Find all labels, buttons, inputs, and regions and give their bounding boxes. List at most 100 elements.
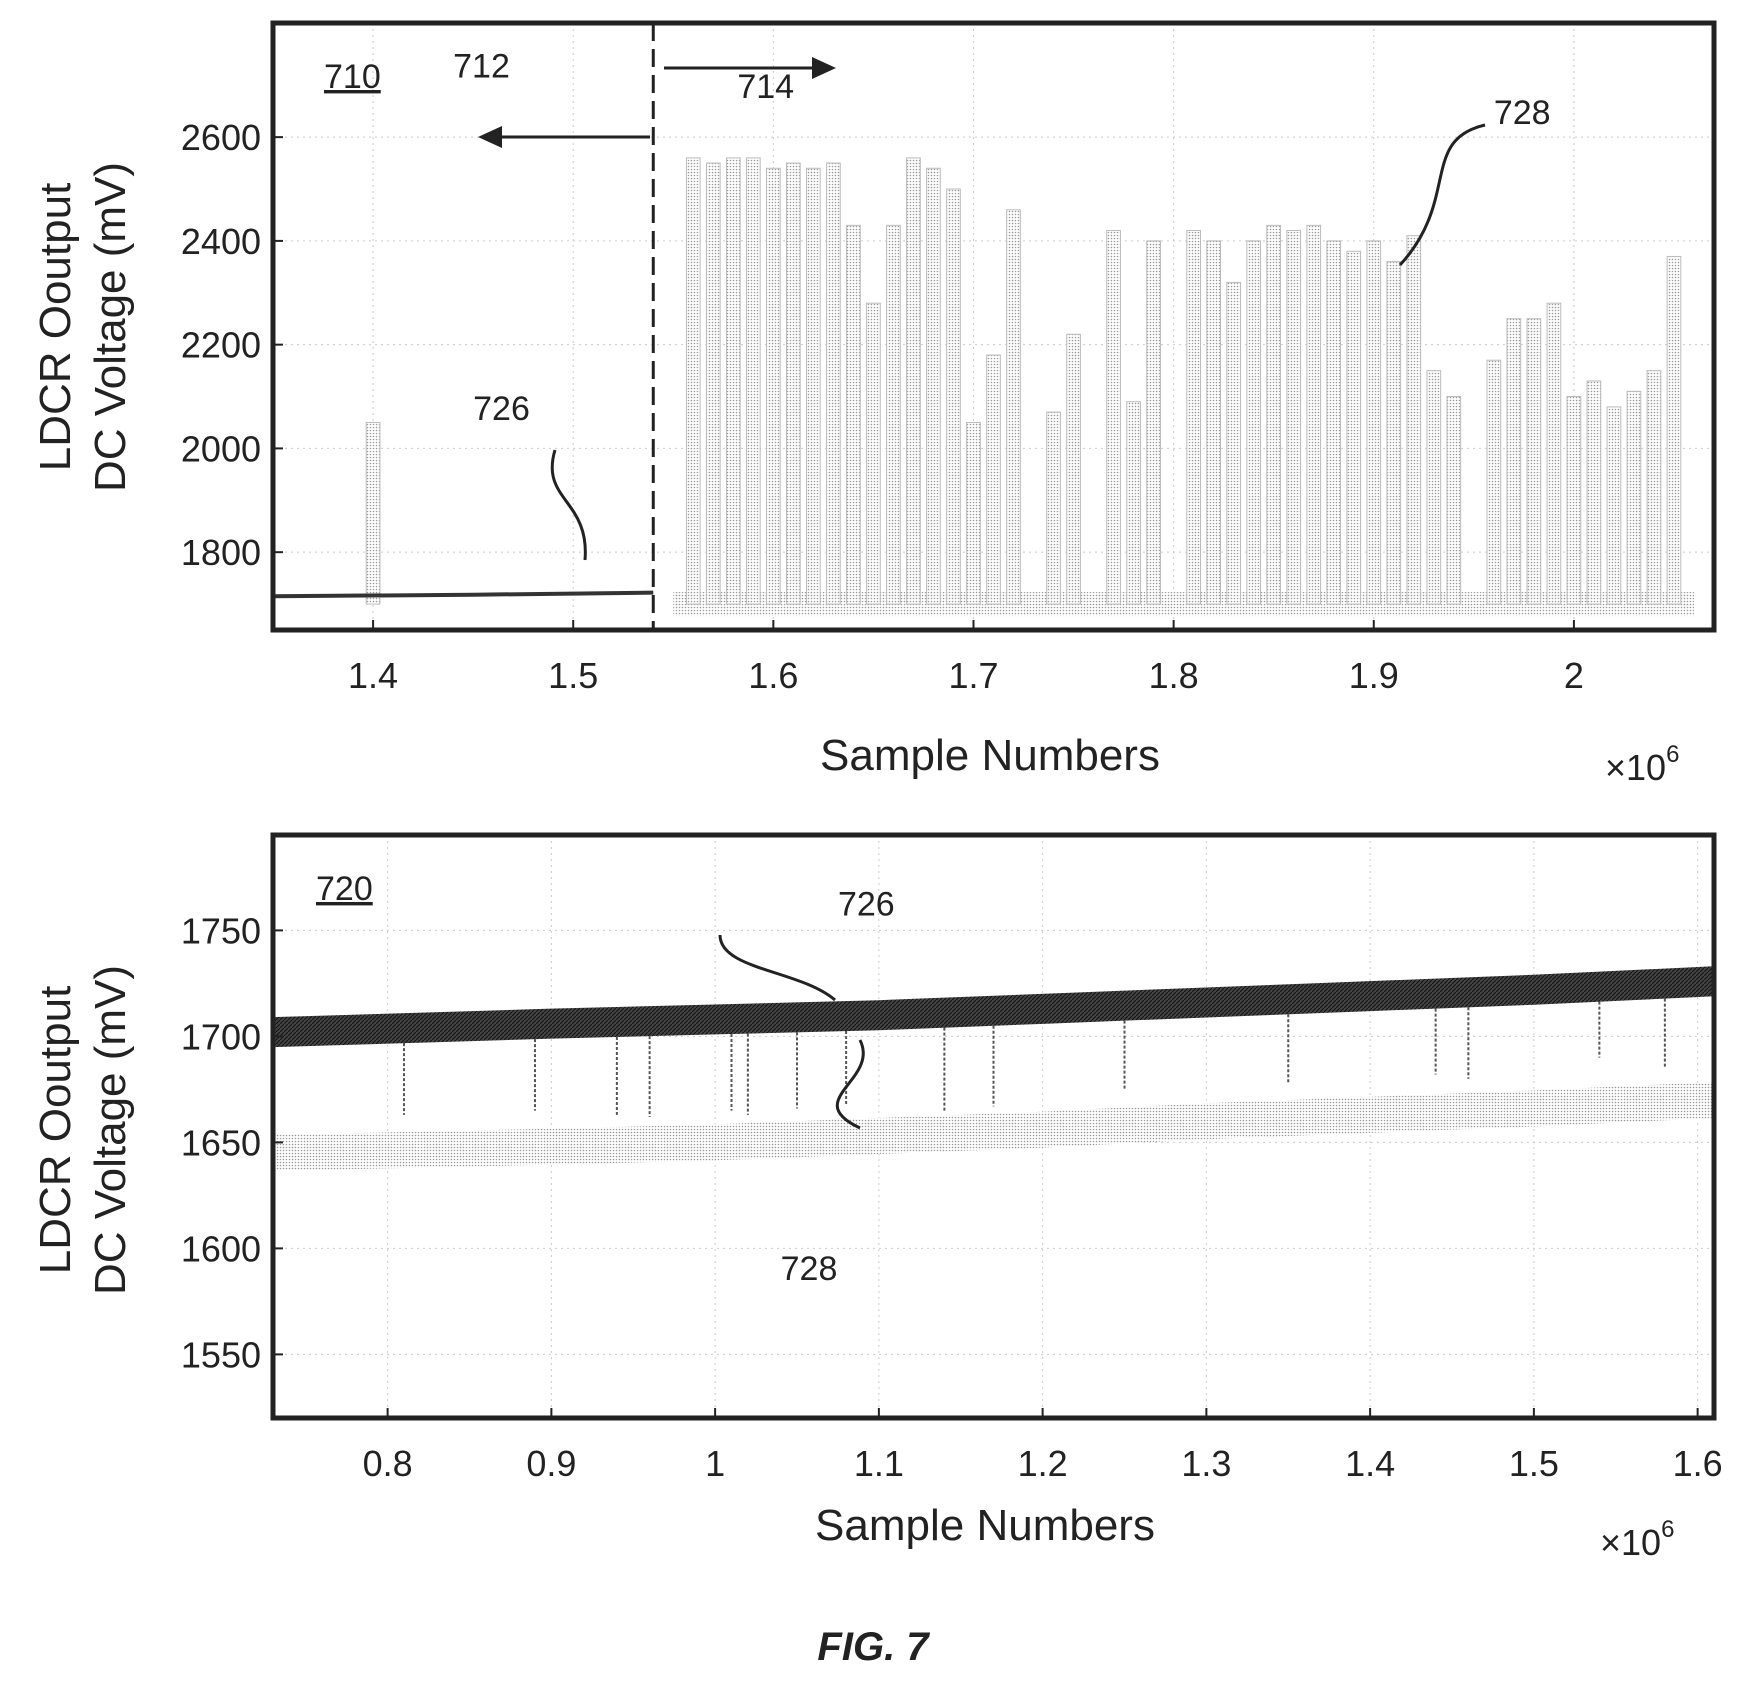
x-tick-label: 1.6 — [1673, 1443, 1723, 1484]
series-728-spike — [826, 162, 841, 605]
x-tick-label: 1.8 — [1149, 655, 1199, 696]
series-728-spike — [986, 354, 1001, 605]
panel-710-label: 710 — [324, 58, 381, 96]
series-728-spike — [1526, 318, 1542, 605]
series-728-spike — [1346, 250, 1362, 605]
series-728-spike — [1146, 240, 1161, 605]
series-728-spike — [1606, 406, 1622, 605]
series-728-spike — [1446, 396, 1462, 605]
series-728-spike — [1406, 235, 1422, 605]
series-728-spike — [1586, 380, 1602, 605]
series-728-spike — [1326, 240, 1342, 605]
series-728-spike — [1286, 230, 1302, 605]
panel-710-arrows — [478, 57, 836, 148]
series-728-spike — [1066, 333, 1081, 605]
annotation-714: 714 — [737, 68, 794, 106]
panel-710-annotations: 712 714 726 728 — [453, 47, 1550, 427]
series-728-spike — [1046, 411, 1061, 605]
y-tick-label: 1600 — [181, 1228, 261, 1269]
panel-720-x-ticks: 0.8 0.9 1 1.1 1.2 1.3 1.4 1.5 1.6 — [363, 1408, 1723, 1484]
series-728-spike — [946, 188, 961, 605]
y-tick-label: 1550 — [181, 1334, 261, 1375]
panel-720: 0.8 0.9 1 1.1 1.2 1.3 1.4 1.5 1.6 1550 1600 1650 17… — [31, 832, 1723, 1563]
series-728-spike — [766, 167, 781, 605]
series-728-spike — [1546, 302, 1562, 605]
arrow-712-head — [478, 126, 502, 148]
series-728-spike — [1386, 261, 1402, 605]
panel-710-y-ticks: 1800 2000 2200 2400 2600 — [181, 117, 283, 573]
series-728-spike — [906, 157, 921, 605]
series-728-spike — [886, 224, 901, 605]
x-tick-label: 1.7 — [948, 655, 998, 696]
series-726-spikes — [403, 983, 1666, 1117]
panel-720-data — [272, 966, 1715, 1171]
series-728-spike — [1506, 318, 1522, 605]
series-728-spike — [1126, 401, 1141, 605]
series-728-spike — [926, 167, 941, 605]
series-728-spike — [745, 157, 761, 605]
x-tick-label: 1.9 — [1349, 655, 1399, 696]
leader-728 — [1398, 123, 1486, 267]
panel-720-label: 720 — [316, 870, 373, 908]
panel-720-annotations: 726 728 — [781, 886, 895, 1289]
series-728-band — [673, 592, 1694, 617]
y-tick-label: 1750 — [181, 910, 261, 951]
series-728-spike — [1426, 370, 1442, 605]
series-728-spike — [806, 167, 821, 605]
x-tick-label: 1.2 — [1018, 1443, 1068, 1484]
series-728-spike — [685, 157, 701, 605]
panel-720-y-axis-label-line2: DC Voltage (mV) — [86, 965, 135, 1295]
x-tick-label: 1.4 — [1345, 1443, 1395, 1484]
series-728-spike — [1366, 240, 1382, 605]
panel-710-y-axis-label-line2: DC Voltage (mV) — [86, 162, 135, 492]
leader-726 — [550, 449, 587, 561]
series-728-spike — [966, 421, 981, 605]
panel-710-x-multiplier: ×106 — [1605, 741, 1679, 788]
series-728-spike — [1626, 390, 1642, 605]
x-tick-label: 0.9 — [526, 1443, 576, 1484]
series-728-spike — [1306, 224, 1322, 605]
panel-710-frame — [270, 20, 1717, 633]
annotation-726: 726 — [838, 886, 895, 924]
y-tick-label: 2600 — [181, 117, 261, 158]
series-728-spike — [1566, 396, 1582, 605]
series-728-spike — [1266, 224, 1282, 605]
series-728-spike — [1486, 359, 1502, 605]
y-tick-label: 1650 — [181, 1122, 261, 1163]
annotation-728: 728 — [781, 1250, 838, 1288]
series-726-line — [272, 590, 654, 599]
series-728-spike — [1226, 281, 1242, 605]
y-tick-label: 2000 — [181, 428, 261, 469]
series-728-spike — [1666, 255, 1682, 605]
series-728-spike — [866, 302, 881, 605]
series-728-spikes — [365, 157, 1682, 605]
series-728-spike — [1006, 209, 1021, 605]
series-728-spike — [1646, 370, 1662, 605]
panel-710-y-axis-label-line1: LDCR Ooutput — [31, 183, 80, 472]
panel-710-x-ticks: 1.4 1.5 1.6 1.7 1.8 1.9 2 — [348, 620, 1584, 696]
series-728-line — [272, 1082, 1715, 1171]
y-tick-label: 2200 — [181, 325, 261, 366]
series-726-line — [272, 966, 1715, 1048]
figure-caption: FIG. 7 — [817, 1625, 930, 1669]
series-728-spike — [365, 421, 381, 605]
panel-710-x-axis-label: Sample Numbers — [820, 731, 1160, 780]
y-tick-label: 1800 — [181, 532, 261, 573]
annotation-726: 726 — [473, 390, 530, 428]
series-728-spike — [725, 157, 741, 605]
panel-720-frame — [270, 832, 1717, 1421]
x-tick-label: 1.3 — [1181, 1443, 1231, 1484]
series-728-spike — [786, 162, 801, 605]
panel-710: 1.4 1.5 1.6 1.7 1.8 1.9 2 1800 2000 2200 2400 2600… — [31, 20, 1717, 788]
series-728-spike — [846, 224, 861, 605]
x-tick-label: 1.5 — [1509, 1443, 1559, 1484]
x-tick-label: 2 — [1564, 655, 1584, 696]
x-tick-label: 1.1 — [854, 1443, 904, 1484]
leader-726-lower — [718, 934, 836, 1002]
series-728-spike — [1246, 240, 1262, 605]
annotation-712: 712 — [453, 47, 510, 85]
panel-710-data — [272, 157, 1694, 617]
x-tick-label: 1 — [705, 1443, 725, 1484]
panel-720-x-axis-label: Sample Numbers — [815, 1501, 1155, 1550]
